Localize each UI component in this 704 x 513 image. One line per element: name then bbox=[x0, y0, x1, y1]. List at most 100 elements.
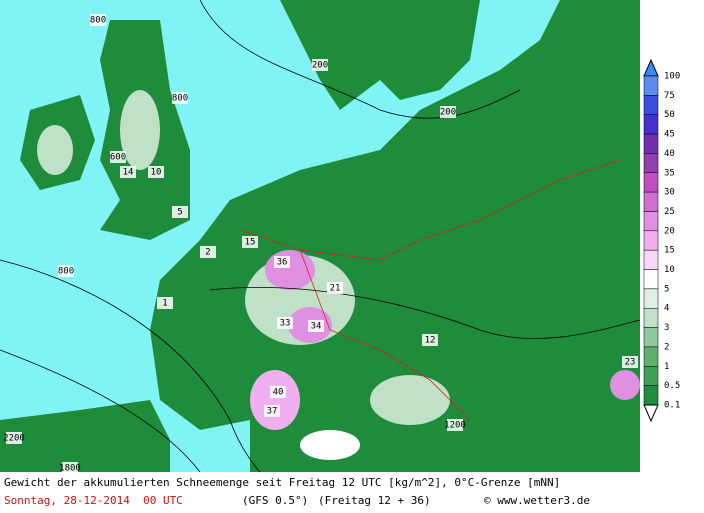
map-label-box bbox=[110, 151, 126, 163]
map-label-box bbox=[90, 14, 106, 26]
legend-label: 100 bbox=[664, 72, 680, 82]
legend-swatch bbox=[643, 288, 659, 309]
legend-swatch bbox=[643, 307, 659, 328]
snow-area bbox=[610, 370, 640, 400]
legend-label: 30 bbox=[664, 188, 675, 198]
snow-area bbox=[370, 375, 450, 425]
legend-swatch bbox=[643, 75, 659, 96]
map-label-box bbox=[242, 236, 258, 248]
map-label: 37 bbox=[267, 407, 278, 417]
map-label-box bbox=[422, 334, 438, 346]
legend-swatch bbox=[643, 191, 659, 212]
map-label-box bbox=[120, 166, 136, 178]
contour bbox=[199, 0, 521, 119]
legend-swatch bbox=[643, 211, 659, 232]
legend-label: 3 bbox=[664, 323, 669, 333]
contour bbox=[209, 286, 641, 339]
snow-area bbox=[300, 430, 360, 460]
map-label-box bbox=[62, 462, 78, 472]
caption-title: Gewicht der akkumulierten Schneemenge se… bbox=[4, 476, 561, 489]
land bbox=[280, 0, 480, 110]
map-label: 34 bbox=[311, 322, 322, 332]
legend-label: 0.5 bbox=[664, 381, 680, 391]
map-label-box bbox=[308, 320, 324, 332]
legend: 100 75 50 45 40 35 30 25 20 15 10 5 4 3 2 1 0.5 0.1 bbox=[643, 58, 680, 423]
legend-label: 0.1 bbox=[664, 401, 680, 411]
map-label: 2 bbox=[205, 248, 210, 258]
legend-swatch bbox=[643, 346, 659, 367]
map-label: 800 bbox=[172, 94, 188, 104]
map-label: 10 bbox=[151, 168, 162, 178]
legend-swatch bbox=[643, 249, 659, 270]
map-label: 21 bbox=[330, 284, 341, 294]
legend-label: 25 bbox=[664, 207, 675, 217]
map-label-box bbox=[200, 246, 216, 258]
legend-label: 10 bbox=[664, 265, 675, 275]
map-label-box bbox=[172, 92, 188, 104]
map-label-box bbox=[622, 356, 638, 368]
map-label: 1200 bbox=[444, 421, 466, 431]
contour bbox=[0, 259, 261, 472]
legend-label: 5 bbox=[664, 284, 669, 294]
contour bbox=[0, 349, 201, 472]
legend-label: 35 bbox=[664, 168, 675, 178]
legend-label: 20 bbox=[664, 226, 675, 236]
legend-swatch bbox=[643, 133, 659, 154]
caption-copyright: © www.wetter3.de bbox=[484, 494, 590, 507]
legend-swatch bbox=[643, 172, 659, 193]
legend-label: 4 bbox=[664, 304, 669, 314]
map-label: 5 bbox=[177, 208, 182, 218]
map-label: 200 bbox=[312, 61, 328, 71]
map-label: 200 bbox=[440, 108, 456, 118]
legend-label: 45 bbox=[664, 130, 675, 140]
map-label-box bbox=[312, 59, 328, 71]
legend-swatch bbox=[643, 366, 659, 386]
map-label: 23 bbox=[625, 358, 636, 368]
legend-swatch bbox=[643, 114, 659, 135]
map-label-box bbox=[58, 265, 74, 277]
map-label: 2200 bbox=[3, 434, 25, 444]
map-label-box bbox=[447, 419, 463, 431]
legend-arrow bbox=[643, 58, 659, 77]
map-label: 33 bbox=[280, 319, 291, 329]
map-label-box bbox=[157, 297, 173, 309]
map-label-box bbox=[274, 256, 290, 268]
caption-model: (GFS 0.5°) bbox=[242, 494, 309, 507]
legend-label: 15 bbox=[664, 246, 675, 256]
legend-swatch bbox=[643, 230, 659, 251]
map-label: 40 bbox=[273, 388, 284, 398]
legend-swatch bbox=[643, 327, 659, 348]
map-label-box bbox=[6, 432, 22, 444]
map-label: 12 bbox=[425, 336, 436, 346]
map-label-box bbox=[148, 166, 164, 178]
map-label: 1800 bbox=[59, 464, 81, 473]
map-label: 1 bbox=[162, 299, 167, 309]
legend-label: 2 bbox=[664, 342, 669, 352]
caption-run: (Freitag 12 + 36) bbox=[318, 494, 431, 507]
legend-arrow bbox=[643, 404, 659, 423]
map-label: 14 bbox=[123, 168, 134, 178]
caption-date: Sonntag, 28-12-2014 00 UTC bbox=[4, 494, 183, 507]
map-label: 15 bbox=[245, 238, 256, 248]
map-label: 600 bbox=[110, 153, 126, 163]
land bbox=[0, 400, 170, 472]
legend-label: 40 bbox=[664, 149, 675, 159]
map-label-box bbox=[277, 317, 293, 329]
map-label-box bbox=[440, 106, 456, 118]
snow-area bbox=[120, 90, 160, 170]
legend-swatch bbox=[643, 385, 659, 406]
map-label-box bbox=[270, 386, 286, 398]
map-label: 36 bbox=[277, 258, 288, 268]
snow-area bbox=[250, 370, 300, 430]
snow-area bbox=[37, 125, 73, 175]
legend-label: 1 bbox=[664, 362, 669, 372]
map-label-box bbox=[264, 405, 280, 417]
legend-swatch bbox=[643, 153, 659, 174]
borders bbox=[239, 159, 621, 421]
legend-swatch bbox=[643, 95, 659, 115]
legend-label: 75 bbox=[664, 91, 675, 101]
map-label-box bbox=[172, 206, 188, 218]
legend-swatch bbox=[643, 269, 659, 290]
